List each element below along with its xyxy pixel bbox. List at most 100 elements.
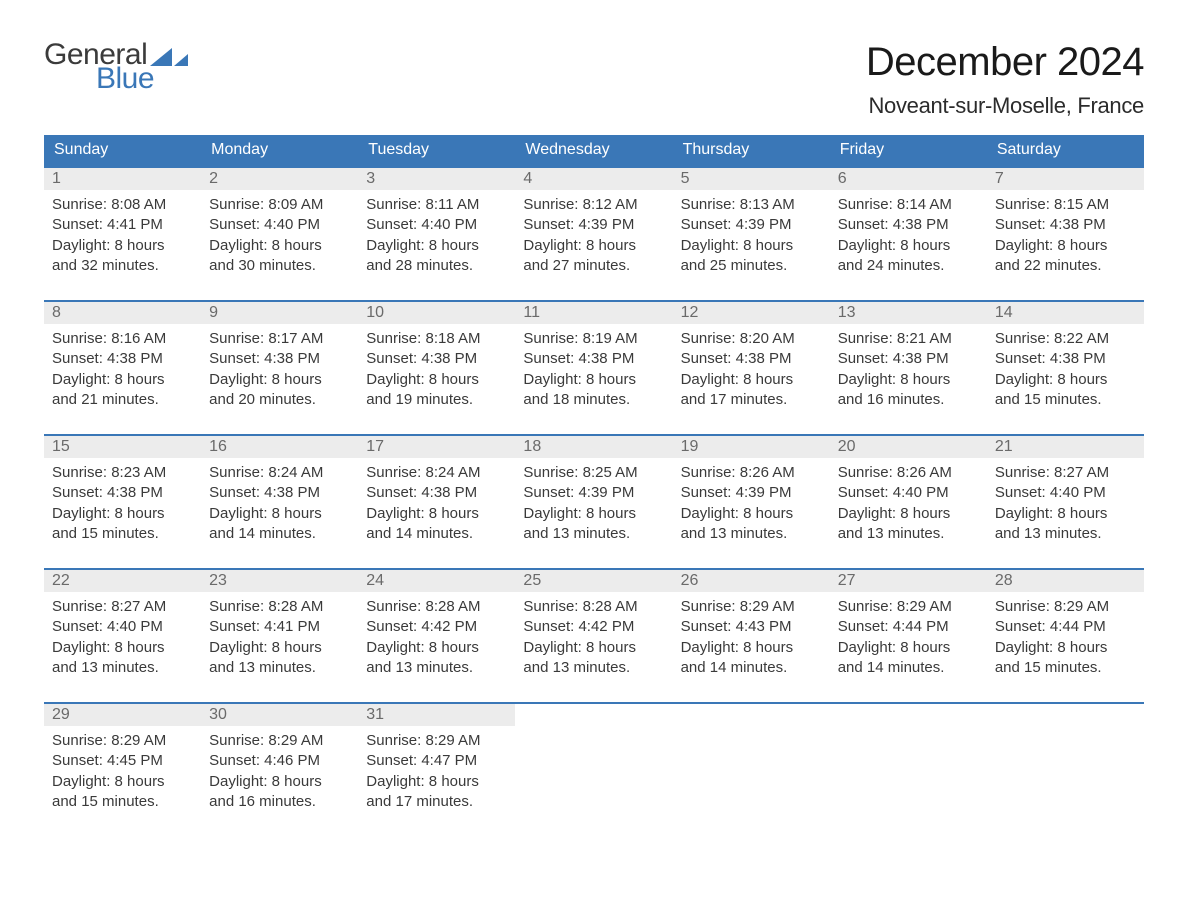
daylight-line-2: and 28 minutes.	[366, 256, 507, 276]
day-body: Sunrise: 8:29 AMSunset: 4:43 PMDaylight:…	[673, 592, 830, 688]
day-number: 14	[987, 302, 1144, 324]
sunset-line: Sunset: 4:38 PM	[838, 349, 979, 369]
day-cell: 2Sunrise: 8:09 AMSunset: 4:40 PMDaylight…	[201, 168, 358, 300]
daylight-line-2: and 30 minutes.	[209, 256, 350, 276]
sunrise-line: Sunrise: 8:15 AM	[995, 195, 1136, 215]
day-cell: 15Sunrise: 8:23 AMSunset: 4:38 PMDayligh…	[44, 436, 201, 568]
daylight-line-2: and 14 minutes.	[838, 658, 979, 678]
daylight-line-2: and 13 minutes.	[838, 524, 979, 544]
daylight-line-1: Daylight: 8 hours	[838, 370, 979, 390]
daylight-line-1: Daylight: 8 hours	[366, 772, 507, 792]
weekday-header: Thursday	[673, 135, 830, 166]
sunset-line: Sunset: 4:38 PM	[995, 215, 1136, 235]
sunset-line: Sunset: 4:39 PM	[681, 215, 822, 235]
daylight-line-1: Daylight: 8 hours	[681, 504, 822, 524]
day-body: Sunrise: 8:29 AMSunset: 4:47 PMDaylight:…	[358, 726, 515, 822]
day-body: Sunrise: 8:17 AMSunset: 4:38 PMDaylight:…	[201, 324, 358, 420]
sunrise-line: Sunrise: 8:11 AM	[366, 195, 507, 215]
day-number: 19	[673, 436, 830, 458]
daylight-line-2: and 15 minutes.	[52, 792, 193, 812]
day-number: 18	[515, 436, 672, 458]
day-body: Sunrise: 8:26 AMSunset: 4:39 PMDaylight:…	[673, 458, 830, 554]
day-cell	[830, 704, 987, 836]
daylight-line-1: Daylight: 8 hours	[209, 236, 350, 256]
sunrise-line: Sunrise: 8:29 AM	[681, 597, 822, 617]
weekday-header-row: SundayMondayTuesdayWednesdayThursdayFrid…	[44, 135, 1144, 166]
daylight-line-2: and 16 minutes.	[838, 390, 979, 410]
sunset-line: Sunset: 4:38 PM	[209, 349, 350, 369]
daylight-line-1: Daylight: 8 hours	[838, 236, 979, 256]
day-number: 6	[830, 168, 987, 190]
sunset-line: Sunset: 4:38 PM	[366, 483, 507, 503]
daylight-line-2: and 21 minutes.	[52, 390, 193, 410]
daylight-line-2: and 20 minutes.	[209, 390, 350, 410]
daylight-line-2: and 17 minutes.	[366, 792, 507, 812]
day-cell: 28Sunrise: 8:29 AMSunset: 4:44 PMDayligh…	[987, 570, 1144, 702]
day-cell	[673, 704, 830, 836]
sunset-line: Sunset: 4:40 PM	[838, 483, 979, 503]
header-row: General Blue December 2024 Noveant-sur-M…	[44, 40, 1144, 119]
day-number: 17	[358, 436, 515, 458]
day-cell: 4Sunrise: 8:12 AMSunset: 4:39 PMDaylight…	[515, 168, 672, 300]
sunrise-line: Sunrise: 8:29 AM	[366, 731, 507, 751]
daylight-line-1: Daylight: 8 hours	[52, 236, 193, 256]
day-number: 24	[358, 570, 515, 592]
day-number: 21	[987, 436, 1144, 458]
day-cell: 9Sunrise: 8:17 AMSunset: 4:38 PMDaylight…	[201, 302, 358, 434]
calendar-week: 22Sunrise: 8:27 AMSunset: 4:40 PMDayligh…	[44, 568, 1144, 702]
day-cell: 10Sunrise: 8:18 AMSunset: 4:38 PMDayligh…	[358, 302, 515, 434]
daylight-line-1: Daylight: 8 hours	[52, 370, 193, 390]
day-cell: 29Sunrise: 8:29 AMSunset: 4:45 PMDayligh…	[44, 704, 201, 836]
sunrise-line: Sunrise: 8:09 AM	[209, 195, 350, 215]
sunset-line: Sunset: 4:39 PM	[523, 483, 664, 503]
sunset-line: Sunset: 4:47 PM	[366, 751, 507, 771]
day-body: Sunrise: 8:12 AMSunset: 4:39 PMDaylight:…	[515, 190, 672, 286]
day-body: Sunrise: 8:21 AMSunset: 4:38 PMDaylight:…	[830, 324, 987, 420]
day-body: Sunrise: 8:25 AMSunset: 4:39 PMDaylight:…	[515, 458, 672, 554]
day-cell: 17Sunrise: 8:24 AMSunset: 4:38 PMDayligh…	[358, 436, 515, 568]
day-body: Sunrise: 8:18 AMSunset: 4:38 PMDaylight:…	[358, 324, 515, 420]
daylight-line-2: and 15 minutes.	[995, 658, 1136, 678]
daylight-line-2: and 18 minutes.	[523, 390, 664, 410]
sunset-line: Sunset: 4:41 PM	[52, 215, 193, 235]
day-body: Sunrise: 8:28 AMSunset: 4:42 PMDaylight:…	[358, 592, 515, 688]
sunset-line: Sunset: 4:41 PM	[209, 617, 350, 637]
daylight-line-1: Daylight: 8 hours	[366, 236, 507, 256]
daylight-line-1: Daylight: 8 hours	[681, 370, 822, 390]
sunset-line: Sunset: 4:43 PM	[681, 617, 822, 637]
day-body: Sunrise: 8:22 AMSunset: 4:38 PMDaylight:…	[987, 324, 1144, 420]
day-body: Sunrise: 8:11 AMSunset: 4:40 PMDaylight:…	[358, 190, 515, 286]
day-number: 25	[515, 570, 672, 592]
daylight-line-1: Daylight: 8 hours	[995, 236, 1136, 256]
daylight-line-1: Daylight: 8 hours	[523, 638, 664, 658]
daylight-line-2: and 22 minutes.	[995, 256, 1136, 276]
day-body: Sunrise: 8:15 AMSunset: 4:38 PMDaylight:…	[987, 190, 1144, 286]
sunrise-line: Sunrise: 8:29 AM	[995, 597, 1136, 617]
location-subtitle: Noveant-sur-Moselle, France	[866, 93, 1144, 119]
day-number: 13	[830, 302, 987, 324]
calendar-week: 15Sunrise: 8:23 AMSunset: 4:38 PMDayligh…	[44, 434, 1144, 568]
daylight-line-2: and 13 minutes.	[209, 658, 350, 678]
day-number: 10	[358, 302, 515, 324]
sunrise-line: Sunrise: 8:14 AM	[838, 195, 979, 215]
daylight-line-2: and 13 minutes.	[995, 524, 1136, 544]
daylight-line-1: Daylight: 8 hours	[52, 638, 193, 658]
weekday-header: Tuesday	[358, 135, 515, 166]
day-body: Sunrise: 8:26 AMSunset: 4:40 PMDaylight:…	[830, 458, 987, 554]
day-number: 29	[44, 704, 201, 726]
sunrise-line: Sunrise: 8:13 AM	[681, 195, 822, 215]
daylight-line-1: Daylight: 8 hours	[523, 370, 664, 390]
sunrise-line: Sunrise: 8:18 AM	[366, 329, 507, 349]
sunrise-line: Sunrise: 8:29 AM	[838, 597, 979, 617]
logo-word-blue: Blue	[96, 64, 154, 94]
day-number: 9	[201, 302, 358, 324]
sunset-line: Sunset: 4:42 PM	[366, 617, 507, 637]
day-number: 2	[201, 168, 358, 190]
weeks-container: 1Sunrise: 8:08 AMSunset: 4:41 PMDaylight…	[44, 166, 1144, 836]
daylight-line-2: and 19 minutes.	[366, 390, 507, 410]
day-body: Sunrise: 8:27 AMSunset: 4:40 PMDaylight:…	[987, 458, 1144, 554]
daylight-line-1: Daylight: 8 hours	[681, 638, 822, 658]
daylight-line-2: and 13 minutes.	[523, 658, 664, 678]
day-cell: 22Sunrise: 8:27 AMSunset: 4:40 PMDayligh…	[44, 570, 201, 702]
sunrise-line: Sunrise: 8:24 AM	[209, 463, 350, 483]
